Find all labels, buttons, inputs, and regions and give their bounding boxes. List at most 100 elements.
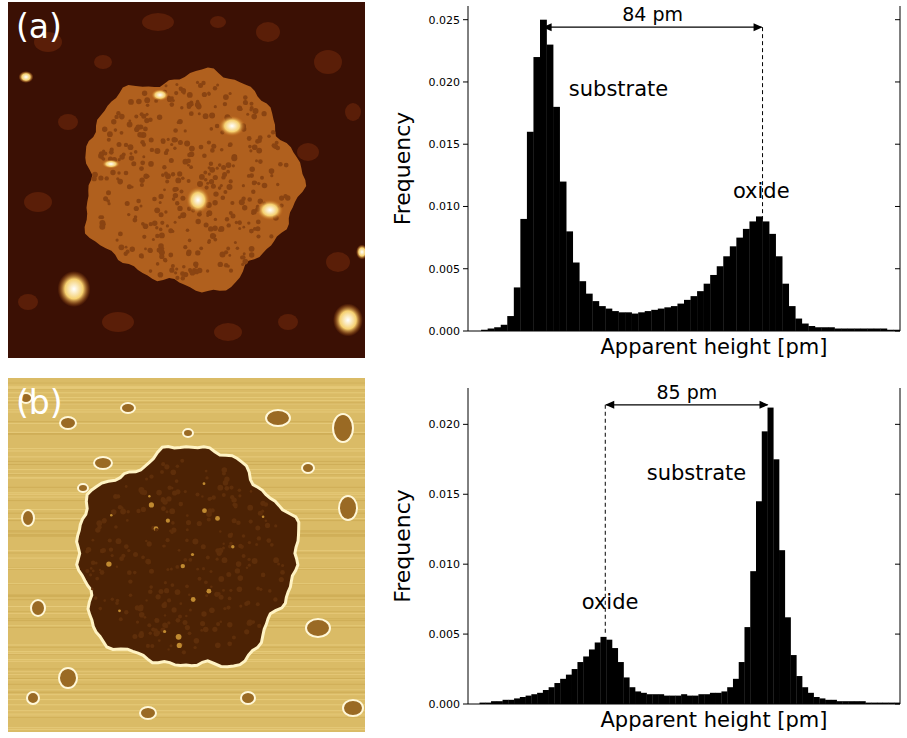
surface-texture xyxy=(106,561,111,566)
surface-texture xyxy=(170,644,173,647)
histogram-bar xyxy=(825,700,831,704)
surface-texture xyxy=(236,561,242,567)
surface-texture xyxy=(157,115,162,120)
surface-texture xyxy=(178,140,183,145)
surface-texture xyxy=(140,112,144,116)
histogram-bar xyxy=(721,691,727,704)
histogram-bar xyxy=(789,306,796,331)
surface-texture xyxy=(269,234,273,238)
surface-texture xyxy=(116,538,122,544)
surface-texture xyxy=(156,490,162,496)
surface-texture xyxy=(223,94,229,100)
histogram-bar xyxy=(756,501,762,704)
surface-texture xyxy=(124,143,128,147)
surface-texture xyxy=(134,114,138,118)
surface-texture xyxy=(187,92,193,98)
y-tick-right xyxy=(895,206,900,207)
terrace-blob xyxy=(210,16,226,28)
surface-texture xyxy=(160,470,164,474)
surface-texture xyxy=(218,262,223,267)
surface-texture xyxy=(283,194,287,198)
surface-texture xyxy=(255,543,258,546)
surface-texture xyxy=(145,477,148,480)
scan-line xyxy=(8,699,365,700)
surface-texture xyxy=(248,145,252,149)
histogram-bar xyxy=(632,314,639,331)
surface-texture xyxy=(155,226,158,229)
right-axis xyxy=(900,6,901,331)
surface-texture xyxy=(118,505,122,509)
surface-texture xyxy=(156,631,161,636)
image-background xyxy=(8,378,365,732)
surface-texture xyxy=(262,111,267,116)
surface-texture xyxy=(127,510,130,513)
surface-texture xyxy=(172,490,177,495)
surface-texture xyxy=(247,558,250,561)
surface-texture xyxy=(257,182,260,185)
surface-texture xyxy=(140,204,143,207)
surface-texture xyxy=(161,462,165,466)
surface-texture xyxy=(205,476,208,479)
surface-texture xyxy=(210,127,214,131)
surface-texture xyxy=(91,588,94,591)
surface-texture xyxy=(219,226,225,232)
island xyxy=(140,707,156,719)
y-tick-right xyxy=(895,331,900,332)
surface-texture xyxy=(160,627,165,632)
surface-texture xyxy=(218,576,224,582)
surface-texture xyxy=(140,140,145,145)
surface-texture xyxy=(164,259,168,263)
surface-texture xyxy=(133,552,138,557)
surface-texture xyxy=(229,486,233,490)
surface-texture xyxy=(284,163,289,168)
histogram-bar xyxy=(808,326,815,331)
y-tick-right xyxy=(895,704,900,705)
surface-texture xyxy=(146,174,150,178)
surface-texture xyxy=(128,99,134,105)
histogram-bar xyxy=(819,698,825,704)
surface-texture xyxy=(196,219,201,224)
surface-texture xyxy=(92,539,95,542)
surface-texture xyxy=(145,599,147,601)
surface-texture xyxy=(222,589,225,592)
surface-texture xyxy=(229,269,233,273)
surface-texture xyxy=(223,543,225,545)
histogram-bar xyxy=(808,693,814,704)
histogram-bar xyxy=(664,696,670,704)
surface-texture xyxy=(252,620,256,624)
surface-texture xyxy=(99,569,101,571)
histogram-bar xyxy=(635,691,641,704)
surface-texture xyxy=(238,220,242,224)
surface-texture xyxy=(145,540,148,543)
histogram-bar xyxy=(573,263,580,331)
surface-texture xyxy=(209,179,214,184)
surface-texture xyxy=(221,196,226,201)
annotation-label: oxide xyxy=(733,179,790,203)
bars xyxy=(480,408,900,704)
surface-texture xyxy=(224,486,229,491)
surface-texture xyxy=(124,171,129,176)
surface-texture xyxy=(149,249,153,253)
surface-texture xyxy=(183,245,187,249)
histogram-bar xyxy=(508,700,514,704)
surface-texture xyxy=(163,630,166,633)
surface-texture xyxy=(139,166,144,171)
surface-texture xyxy=(223,190,227,194)
surface-texture xyxy=(175,178,181,184)
y-tick-label: 0.000 xyxy=(429,325,461,338)
histogram-bar xyxy=(687,696,693,704)
histogram-bar xyxy=(595,642,601,704)
surface-texture xyxy=(239,605,242,608)
terrace-blob xyxy=(256,22,280,42)
surface-texture xyxy=(90,567,93,570)
adsorbate xyxy=(151,89,169,101)
surface-texture xyxy=(144,248,147,251)
surface-texture xyxy=(159,589,164,594)
surface-texture xyxy=(232,518,237,523)
histogram-bar xyxy=(677,304,684,331)
surface-texture xyxy=(174,91,178,95)
histogram-bar xyxy=(503,700,509,704)
surface-texture xyxy=(164,614,166,616)
histogram-bar xyxy=(624,677,630,704)
island xyxy=(333,414,353,442)
